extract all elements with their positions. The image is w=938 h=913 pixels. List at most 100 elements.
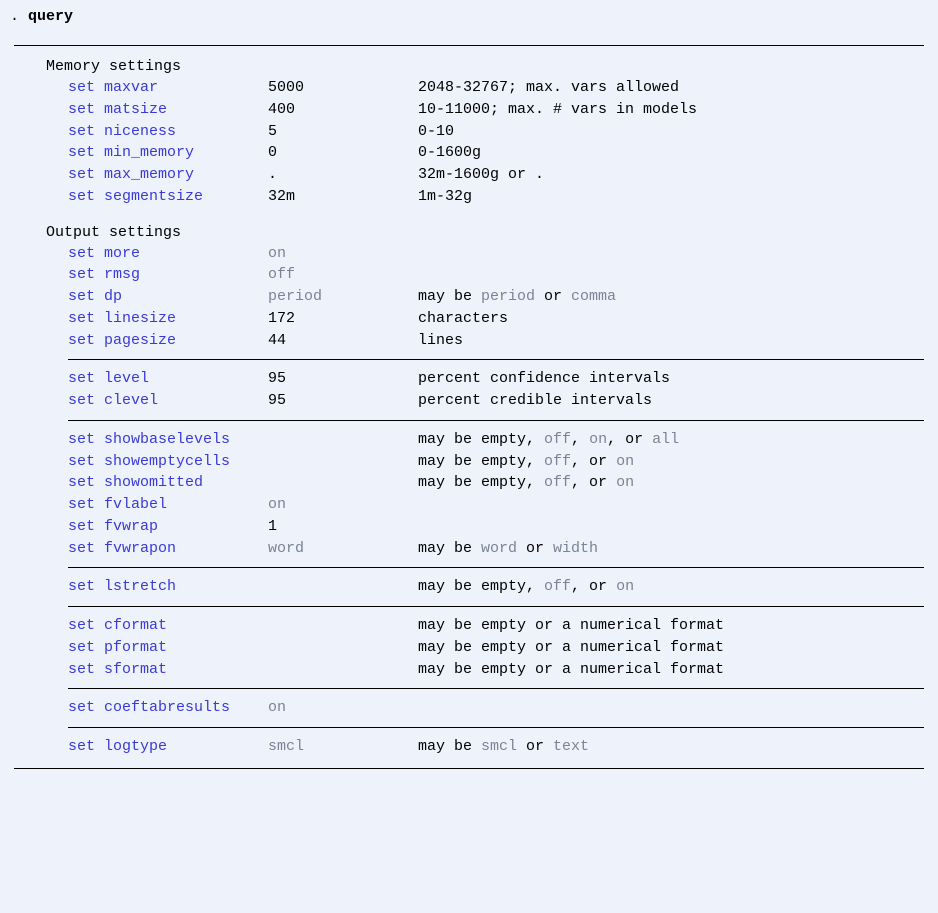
memory-section-title: Memory settings xyxy=(14,58,924,75)
command-line: . query xyxy=(0,0,938,31)
separator xyxy=(68,727,924,728)
setting-desc: may be empty, off, or on xyxy=(418,472,634,494)
setting-desc: characters xyxy=(418,308,508,330)
setting-row: set segmentsize32m1m-32g xyxy=(14,186,924,208)
setting-value: 400 xyxy=(268,99,418,121)
output-group-7: set logtypesmclmay be smcl or text xyxy=(14,736,924,758)
setting-row: set showemptycells may be empty, off, or … xyxy=(14,451,924,473)
setting-row: set coeftabresultson xyxy=(14,697,924,719)
setting-desc: may be empty or a numerical format xyxy=(418,637,724,659)
setting-row: set fvwrap1 xyxy=(14,516,924,538)
setting-row: set logtypesmclmay be smcl or text xyxy=(14,736,924,758)
setting-name: set fvlabel xyxy=(68,494,268,516)
setting-name: set max_memory xyxy=(68,164,268,186)
setting-row: set showbaselevels may be empty, off, on,… xyxy=(14,429,924,451)
setting-value: 5000 xyxy=(268,77,418,99)
setting-row: set matsize40010-11000; max. # vars in m… xyxy=(14,99,924,121)
separator xyxy=(68,606,924,607)
setting-row: set cformat may be empty or a numerical f… xyxy=(14,615,924,637)
output-group-6: set coeftabresultson xyxy=(14,697,924,719)
setting-desc: 0-1600g xyxy=(418,142,481,164)
setting-row: set niceness50-10 xyxy=(14,121,924,143)
output-group-5: set cformat may be empty or a numerical f… xyxy=(14,615,924,680)
setting-desc: may be smcl or text xyxy=(418,736,589,758)
setting-name: set niceness xyxy=(68,121,268,143)
setting-desc: lines xyxy=(418,330,463,352)
setting-row: set maxvar50002048-32767; max. vars allo… xyxy=(14,77,924,99)
setting-name: set maxvar xyxy=(68,77,268,99)
setting-desc: percent confidence intervals xyxy=(418,368,670,390)
setting-value: 95 xyxy=(268,368,418,390)
setting-name: set pformat xyxy=(68,637,268,659)
setting-desc: 2048-32767; max. vars allowed xyxy=(418,77,679,99)
setting-value: 44 xyxy=(268,330,418,352)
setting-row: set clevel95percent credible intervals xyxy=(14,390,924,412)
setting-value: 1 xyxy=(268,516,418,538)
setting-row: set level95percent confidence intervals xyxy=(14,368,924,390)
output-section-title: Output settings xyxy=(14,224,924,241)
setting-name: set segmentsize xyxy=(68,186,268,208)
setting-name: set sformat xyxy=(68,659,268,681)
setting-name: set lstretch xyxy=(68,576,268,598)
setting-name: set more xyxy=(68,243,268,265)
setting-row: set fvwraponwordmay be word or width xyxy=(14,538,924,560)
setting-row: set linesize172characters xyxy=(14,308,924,330)
setting-desc: may be empty or a numerical format xyxy=(418,615,724,637)
setting-row: set pformat may be empty or a numerical f… xyxy=(14,637,924,659)
separator xyxy=(68,359,924,360)
setting-desc: 32m-1600g or . xyxy=(418,164,544,186)
setting-desc: may be word or width xyxy=(418,538,598,560)
setting-value: 5 xyxy=(268,121,418,143)
setting-desc: may be period or comma xyxy=(418,286,616,308)
separator xyxy=(68,420,924,421)
setting-name: set cformat xyxy=(68,615,268,637)
setting-row: set min_memory00-1600g xyxy=(14,142,924,164)
query-output: Memory settings set maxvar50002048-32767… xyxy=(14,45,924,769)
separator xyxy=(68,567,924,568)
setting-row: set moreon xyxy=(14,243,924,265)
setting-name: set min_memory xyxy=(68,142,268,164)
setting-name: set level xyxy=(68,368,268,390)
setting-name: set fvwrap xyxy=(68,516,268,538)
setting-value: 95 xyxy=(268,390,418,412)
setting-value: on xyxy=(268,697,418,719)
setting-desc: percent credible intervals xyxy=(418,390,652,412)
setting-row: set showomittedmay be empty, off, or on xyxy=(14,472,924,494)
output-group-3: set showbaselevels may be empty, off, on,… xyxy=(14,429,924,560)
setting-value: on xyxy=(268,494,418,516)
command-text: query xyxy=(28,8,73,25)
setting-name: set linesize xyxy=(68,308,268,330)
setting-row: set lstretch may be empty, off, or on xyxy=(14,576,924,598)
setting-value: word xyxy=(268,538,418,560)
command-prefix: . xyxy=(10,8,28,25)
memory-rows: set maxvar50002048-32767; max. vars allo… xyxy=(14,77,924,208)
setting-name: set fvwrapon xyxy=(68,538,268,560)
setting-row: set pagesize44lines xyxy=(14,330,924,352)
setting-name: set showbaselevels xyxy=(68,429,268,451)
setting-desc: may be empty, off, on, or all xyxy=(418,429,679,451)
setting-name: set rmsg xyxy=(68,264,268,286)
setting-row: set max_memory.32m-1600g or . xyxy=(14,164,924,186)
setting-name: set pagesize xyxy=(68,330,268,352)
setting-desc: may be empty, off, or on xyxy=(418,576,634,598)
setting-value: 32m xyxy=(268,186,418,208)
setting-value: 172 xyxy=(268,308,418,330)
setting-row: set dpperiodmay be period or comma xyxy=(14,286,924,308)
setting-value: period xyxy=(268,286,418,308)
setting-name: set showemptycells xyxy=(68,451,268,473)
setting-desc: 10-11000; max. # vars in models xyxy=(418,99,697,121)
setting-value: off xyxy=(268,264,418,286)
setting-value: smcl xyxy=(268,736,418,758)
setting-value: . xyxy=(268,164,418,186)
output-group-1: set moreonset rmsgoffset dpperiodmay be … xyxy=(14,243,924,352)
setting-row: set rmsgoff xyxy=(14,264,924,286)
separator xyxy=(68,688,924,689)
setting-name: set coeftabresults xyxy=(68,697,268,719)
setting-desc: 0-10 xyxy=(418,121,454,143)
setting-desc: may be empty, off, or on xyxy=(418,451,634,473)
setting-name: set clevel xyxy=(68,390,268,412)
output-group-2: set level95percent confidence intervalss… xyxy=(14,368,924,412)
setting-row: set fvlabelon xyxy=(14,494,924,516)
setting-name: set matsize xyxy=(68,99,268,121)
setting-desc: 1m-32g xyxy=(418,186,472,208)
